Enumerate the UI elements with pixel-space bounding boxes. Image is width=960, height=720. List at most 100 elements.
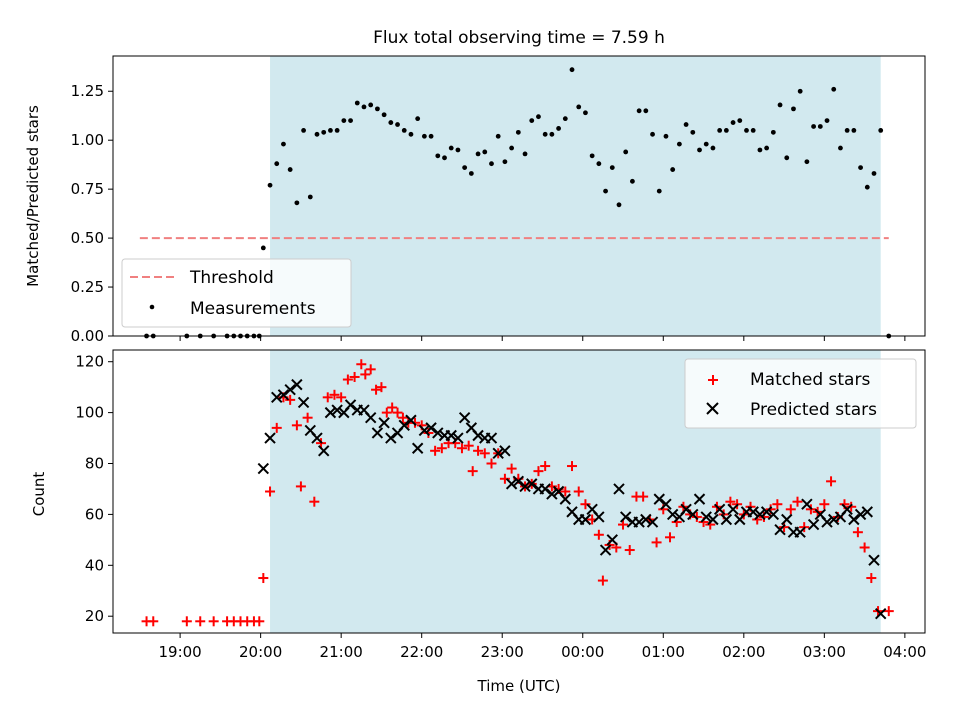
matched-star-point	[181, 616, 192, 627]
predicted-star-point	[271, 391, 283, 404]
bottom-panel-frame	[112, 349, 926, 634]
matched-star-point	[859, 542, 870, 553]
predicted-star-point	[284, 383, 296, 396]
predicted-star-point	[411, 442, 424, 454]
measurement-point	[482, 149, 488, 155]
predicted-star-point	[713, 503, 726, 516]
x-axis-label: Time (UTC)	[477, 677, 561, 695]
predicted-star-point	[485, 432, 498, 444]
top-y-tick-label: 1.00	[71, 131, 104, 149]
measurement-point	[281, 141, 286, 147]
measurement-point	[690, 129, 696, 135]
measurement-point	[468, 171, 474, 176]
matched-star-point	[271, 422, 282, 433]
matched-star-point	[456, 443, 467, 454]
measurement-point	[703, 141, 709, 147]
x-tick-label: 04:00	[883, 643, 926, 661]
predicted-star-point	[606, 534, 618, 546]
matched-star-point	[356, 359, 367, 370]
top-legend: Threshold Measurements	[121, 258, 352, 328]
predicted-star-point	[318, 445, 330, 457]
measurement-point	[375, 106, 380, 112]
top-y-tick-label: 0.50	[71, 229, 104, 247]
matched-star-point	[392, 407, 403, 418]
measurement-point	[609, 165, 615, 171]
top-y-tick-label: 1.25	[71, 82, 104, 100]
measurement-point	[368, 102, 374, 108]
predicted-star-point	[747, 506, 759, 518]
matched-star-point	[499, 473, 510, 484]
matched-star-point	[618, 519, 629, 530]
matched-star-point	[258, 573, 269, 584]
x-tick-label: 03:00	[803, 643, 846, 661]
matched-star-point	[381, 407, 392, 418]
measurement-point	[710, 145, 716, 151]
predicted-star-point	[801, 498, 813, 510]
measurement-point	[844, 128, 850, 133]
bottom-y-tick-label: 20	[85, 607, 104, 625]
measurement-point	[636, 108, 642, 114]
matched-star-point	[409, 417, 420, 428]
predicted-star-point	[700, 511, 712, 523]
measurement-point	[878, 128, 884, 133]
measurement-point	[737, 118, 743, 124]
measurement-point	[650, 131, 655, 137]
legend-predicted-label: Predicted stars	[750, 400, 877, 420]
measurement-point	[428, 133, 434, 139]
predicted-star-point	[425, 422, 437, 434]
measurement-point	[623, 149, 629, 155]
matched-star-point	[573, 486, 584, 497]
predicted-star-point	[633, 516, 645, 528]
measurement-point	[462, 165, 468, 171]
measurement-point	[777, 102, 783, 108]
matched-star-point	[387, 402, 398, 413]
measurement-point	[871, 171, 877, 176]
measurement-point	[395, 122, 400, 127]
predicted-star-point	[257, 462, 270, 475]
top-y-tick-label: 0.00	[71, 327, 104, 345]
matched-star-point	[486, 458, 497, 469]
measurement-point	[864, 184, 870, 190]
predicted-star-point	[398, 419, 410, 432]
predicted-star-point	[324, 406, 337, 419]
measurement-point	[408, 131, 414, 137]
matched-star-point	[371, 384, 382, 395]
predicted-star-point	[854, 508, 867, 521]
matched-star-point	[725, 496, 736, 507]
matched-star-point	[295, 481, 306, 492]
predicted-star-point	[613, 483, 625, 495]
matched-star-point	[336, 392, 347, 403]
legend-matched-label: Matched stars	[750, 370, 870, 390]
predicted-star-point	[687, 508, 699, 521]
predicted-star-point	[264, 432, 276, 444]
measurement-point	[603, 188, 608, 194]
measurement-point	[784, 155, 790, 161]
matched-star-point	[593, 529, 604, 540]
measurement-point	[334, 128, 340, 133]
x-tick-label: 23:00	[481, 643, 524, 661]
measurement-point	[556, 126, 561, 131]
matched-star-point	[651, 537, 662, 548]
matched-star-point	[360, 369, 371, 380]
measurement-point	[489, 161, 494, 167]
matched-star-point	[866, 573, 877, 584]
legend-threshold-label: Threshold	[189, 268, 274, 288]
measurement-point	[824, 118, 830, 124]
matched-star-point	[322, 392, 333, 403]
predicted-star-point	[519, 480, 531, 493]
measurement-point	[294, 200, 300, 206]
measurement-point	[307, 194, 313, 200]
predicted-star-point	[378, 417, 390, 429]
measurement-point	[529, 118, 535, 124]
matched-star-point	[852, 527, 863, 538]
predicted-star-point	[432, 427, 444, 439]
predicted-star-point	[841, 503, 853, 516]
measurement-point	[341, 118, 347, 124]
legend-matched-swatch	[708, 375, 718, 385]
matched-star-point	[580, 499, 591, 510]
matched-star-point	[533, 466, 544, 477]
matched-star-point	[567, 461, 578, 472]
matched-star-point	[195, 616, 206, 627]
predicted-star-point	[492, 447, 504, 460]
bottom-legend: Matched stars Predicted stars	[684, 358, 917, 429]
